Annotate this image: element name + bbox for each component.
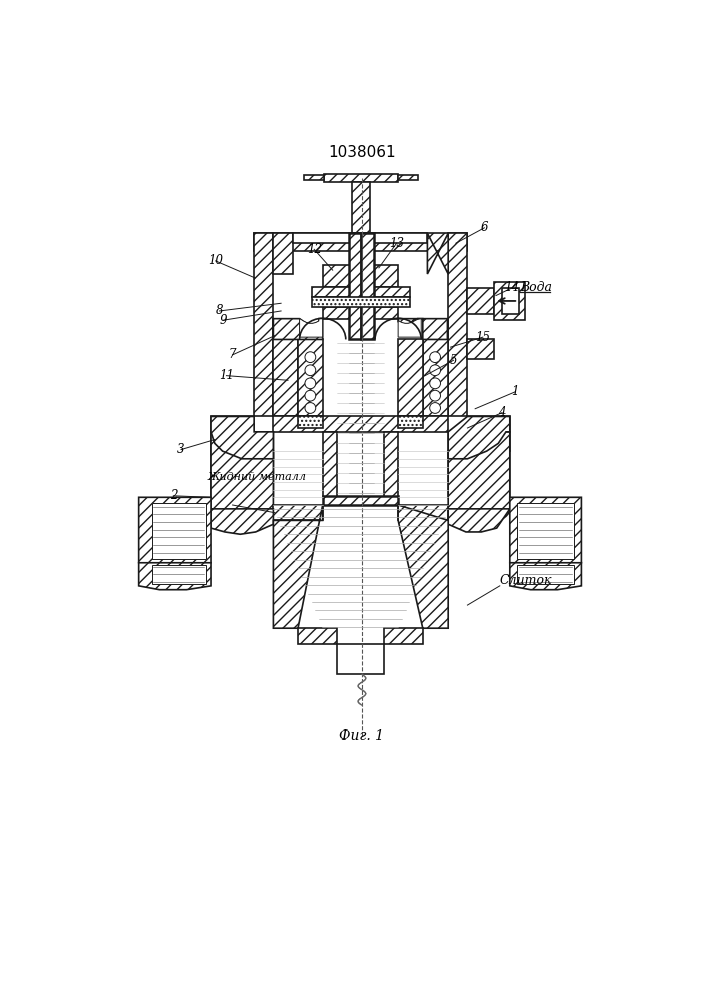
Polygon shape (398, 505, 448, 520)
Polygon shape (274, 505, 322, 520)
Polygon shape (428, 233, 448, 274)
Polygon shape (254, 233, 467, 251)
Polygon shape (152, 565, 206, 584)
Text: 13: 13 (389, 237, 404, 250)
Polygon shape (448, 233, 467, 416)
Polygon shape (298, 416, 322, 428)
Polygon shape (337, 644, 385, 674)
Circle shape (430, 390, 440, 401)
Polygon shape (448, 416, 510, 459)
Text: 1: 1 (511, 385, 519, 398)
Polygon shape (304, 175, 325, 180)
Polygon shape (274, 505, 322, 628)
Circle shape (305, 352, 316, 363)
Text: 3: 3 (177, 443, 185, 456)
Text: 4: 4 (498, 406, 506, 419)
Text: 12: 12 (307, 243, 322, 256)
Polygon shape (494, 282, 525, 320)
Polygon shape (139, 497, 211, 567)
Text: Вода: Вода (520, 281, 551, 294)
Polygon shape (510, 563, 581, 590)
Polygon shape (398, 175, 418, 180)
Polygon shape (300, 319, 322, 337)
Text: Слиток: Слиток (500, 574, 552, 587)
Text: 2: 2 (170, 489, 177, 502)
Polygon shape (274, 319, 322, 339)
Polygon shape (398, 505, 448, 628)
Polygon shape (448, 509, 510, 532)
Text: 1038061: 1038061 (328, 145, 396, 160)
Circle shape (305, 403, 316, 413)
Circle shape (305, 390, 316, 401)
Polygon shape (518, 565, 573, 584)
Text: 9: 9 (220, 314, 227, 327)
Polygon shape (510, 497, 581, 567)
Circle shape (430, 378, 440, 389)
Polygon shape (211, 416, 274, 459)
Polygon shape (274, 319, 298, 416)
Polygon shape (349, 233, 361, 339)
Polygon shape (322, 432, 337, 497)
Polygon shape (398, 319, 421, 337)
Text: Жидний металл: Жидний металл (207, 472, 306, 482)
Polygon shape (211, 451, 274, 515)
Polygon shape (211, 509, 274, 534)
Circle shape (305, 378, 316, 389)
Polygon shape (352, 182, 370, 233)
Polygon shape (467, 288, 494, 314)
Polygon shape (254, 233, 274, 416)
Polygon shape (274, 233, 293, 274)
Polygon shape (361, 233, 373, 339)
Polygon shape (398, 319, 448, 339)
Polygon shape (298, 339, 322, 416)
Polygon shape (312, 287, 409, 297)
Polygon shape (211, 416, 254, 451)
Polygon shape (518, 503, 573, 559)
Polygon shape (152, 503, 206, 559)
Polygon shape (467, 416, 510, 451)
Polygon shape (293, 233, 428, 243)
Circle shape (430, 365, 440, 376)
Polygon shape (385, 628, 423, 644)
Polygon shape (385, 432, 398, 497)
Polygon shape (448, 451, 510, 513)
Polygon shape (398, 339, 423, 416)
Text: 14: 14 (505, 281, 520, 294)
Polygon shape (398, 416, 423, 428)
Polygon shape (467, 339, 494, 359)
Polygon shape (502, 288, 519, 314)
Polygon shape (423, 319, 448, 416)
Text: 15: 15 (475, 331, 491, 344)
Text: 8: 8 (216, 304, 223, 317)
Circle shape (305, 365, 316, 376)
Circle shape (430, 352, 440, 363)
Polygon shape (298, 628, 337, 644)
Polygon shape (322, 265, 398, 287)
Polygon shape (322, 307, 398, 319)
Polygon shape (325, 174, 398, 182)
Polygon shape (448, 432, 510, 524)
Polygon shape (322, 496, 398, 505)
Text: 10: 10 (208, 254, 223, 267)
Polygon shape (211, 432, 274, 524)
Polygon shape (312, 297, 409, 307)
Text: 6: 6 (481, 221, 488, 234)
Text: Фиг. 1: Фиг. 1 (339, 729, 385, 743)
Polygon shape (139, 563, 211, 590)
Text: 11: 11 (219, 369, 234, 382)
Text: 5: 5 (450, 354, 457, 367)
Text: 7: 7 (229, 348, 236, 361)
Circle shape (430, 403, 440, 413)
Polygon shape (274, 416, 448, 432)
